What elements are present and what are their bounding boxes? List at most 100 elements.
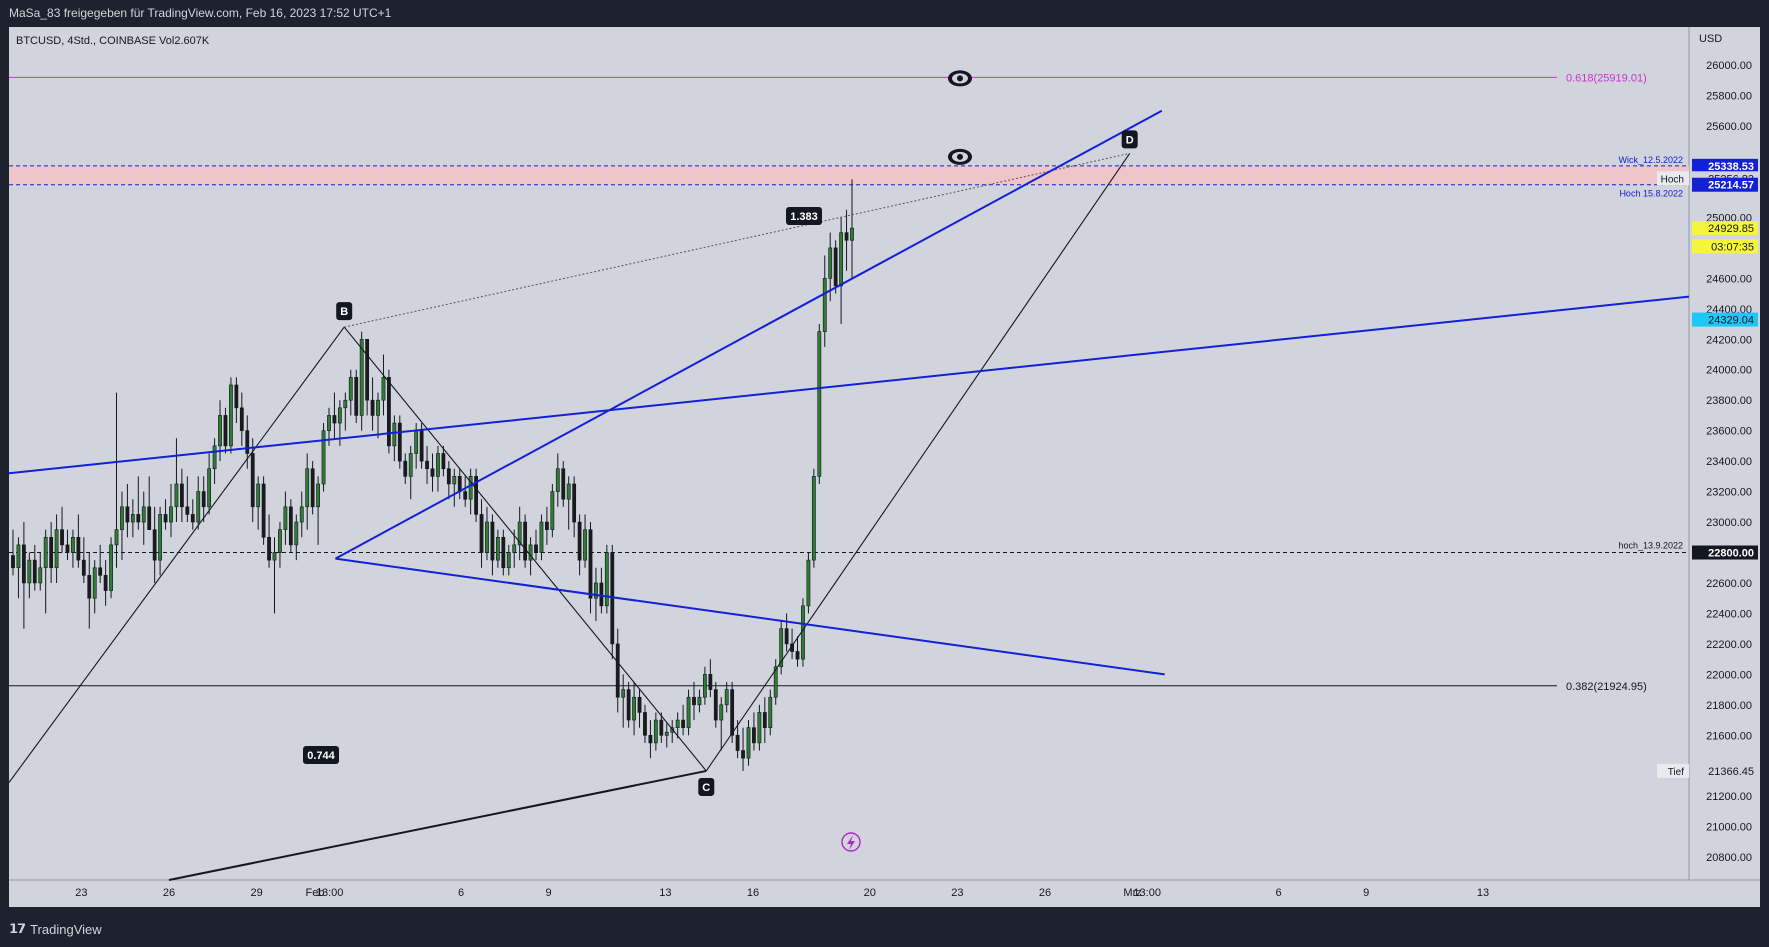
candle xyxy=(343,392,348,431)
candle-body xyxy=(337,407,342,424)
candle xyxy=(403,453,408,484)
time-tick: 13 xyxy=(1477,887,1489,899)
candle xyxy=(495,529,500,568)
tradingview-brand[interactable]: 𝟭𝟳 TradingView xyxy=(9,921,102,937)
price-label-text: 03:07:35 xyxy=(1711,241,1754,253)
candle-body xyxy=(179,483,184,508)
candle-body xyxy=(332,415,337,424)
candle-body xyxy=(71,536,75,553)
candle-body xyxy=(621,689,626,698)
candle-body xyxy=(16,544,21,569)
candle-body xyxy=(376,399,380,416)
time-tick: 9 xyxy=(1363,887,1369,899)
candle-body xyxy=(490,521,495,561)
candle xyxy=(130,499,135,538)
pattern-point-badge xyxy=(698,777,715,796)
candle-body xyxy=(136,514,141,523)
candle-body xyxy=(523,521,528,561)
lightning-icon xyxy=(841,832,861,852)
price-label: 25214.57 xyxy=(1692,177,1758,192)
candle-body xyxy=(316,483,320,508)
price-tick: 26000.00 xyxy=(1706,60,1752,72)
candle xyxy=(839,217,844,325)
brand-label: TradingView xyxy=(30,921,102,937)
candle-body xyxy=(784,628,789,645)
candle xyxy=(561,461,566,507)
candle xyxy=(664,723,669,748)
candle xyxy=(446,461,451,500)
candle xyxy=(370,377,375,431)
candle xyxy=(163,499,168,530)
candle-body xyxy=(125,506,130,523)
candle-body xyxy=(588,529,593,599)
candle-body xyxy=(833,247,838,287)
candle-body xyxy=(773,666,778,698)
candle-body xyxy=(397,422,402,462)
price-label-text: 22800.00 xyxy=(1708,548,1754,560)
pattern-point-label: C xyxy=(702,782,710,794)
candle-body xyxy=(65,544,70,553)
candle-body xyxy=(517,521,522,546)
price-label-text: 25214.57 xyxy=(1708,180,1754,192)
candle xyxy=(539,514,544,561)
candle-body xyxy=(392,422,397,447)
candle-body xyxy=(626,689,631,721)
price-tag-bg xyxy=(1657,763,1689,778)
candle-body xyxy=(659,719,664,736)
candle-body xyxy=(452,476,457,485)
candle xyxy=(463,476,468,507)
time-tick: 26 xyxy=(1039,887,1051,899)
candle xyxy=(713,681,718,728)
price-label: 24329.04 xyxy=(1692,312,1758,327)
candle-body xyxy=(735,734,740,751)
candle-body xyxy=(512,544,517,553)
footer-bar xyxy=(0,907,1769,947)
candle xyxy=(109,537,113,599)
candle-body xyxy=(185,506,190,515)
candle xyxy=(71,529,75,568)
trendline-upper xyxy=(9,295,1690,475)
candle xyxy=(648,720,653,759)
line-label: hoch_13.9.2022 xyxy=(1618,541,1683,551)
share-header: MaSa_83 freigegeben für TradingView.com,… xyxy=(0,0,1769,27)
price-tick: 21600.00 xyxy=(1706,730,1752,742)
candle-body xyxy=(321,430,326,485)
price-label: 21366.45 Tief xyxy=(1657,763,1758,778)
price-tick: 23400.00 xyxy=(1706,456,1752,468)
candle xyxy=(795,636,800,667)
candle-body xyxy=(174,483,179,508)
candle-body xyxy=(234,384,239,409)
time-tick: 20 xyxy=(864,887,876,899)
candle xyxy=(708,659,713,698)
candle-body xyxy=(419,430,424,462)
candle xyxy=(811,468,816,568)
candle-body xyxy=(768,696,773,728)
candle xyxy=(692,681,696,721)
candle xyxy=(599,567,604,614)
lightning-icon-bolt xyxy=(847,835,855,850)
candle xyxy=(98,544,103,583)
candle xyxy=(392,415,397,462)
candle-body xyxy=(828,247,833,279)
pattern-point-badge xyxy=(336,302,353,321)
candle-body xyxy=(604,552,609,607)
ratio-badge: 1.383 xyxy=(786,207,822,225)
candle-body xyxy=(545,521,549,530)
candle xyxy=(545,506,549,545)
candle xyxy=(272,537,277,614)
candle-body xyxy=(441,453,446,470)
candle-body xyxy=(817,331,822,477)
candle xyxy=(452,468,457,507)
price-label-text: 24929.85 xyxy=(1708,223,1754,235)
candle-body xyxy=(572,483,577,523)
candle xyxy=(479,499,484,568)
candle xyxy=(643,704,647,743)
candle xyxy=(741,727,745,771)
candle-body xyxy=(120,506,124,530)
candle xyxy=(615,628,620,713)
price-chart[interactable]: USD BTCUSD, 4Std., COINBASE Vol2.607K 0.… xyxy=(9,27,1760,907)
candle-body xyxy=(468,476,473,500)
candle-body xyxy=(485,521,489,553)
candle xyxy=(185,476,190,523)
candle xyxy=(441,445,446,477)
